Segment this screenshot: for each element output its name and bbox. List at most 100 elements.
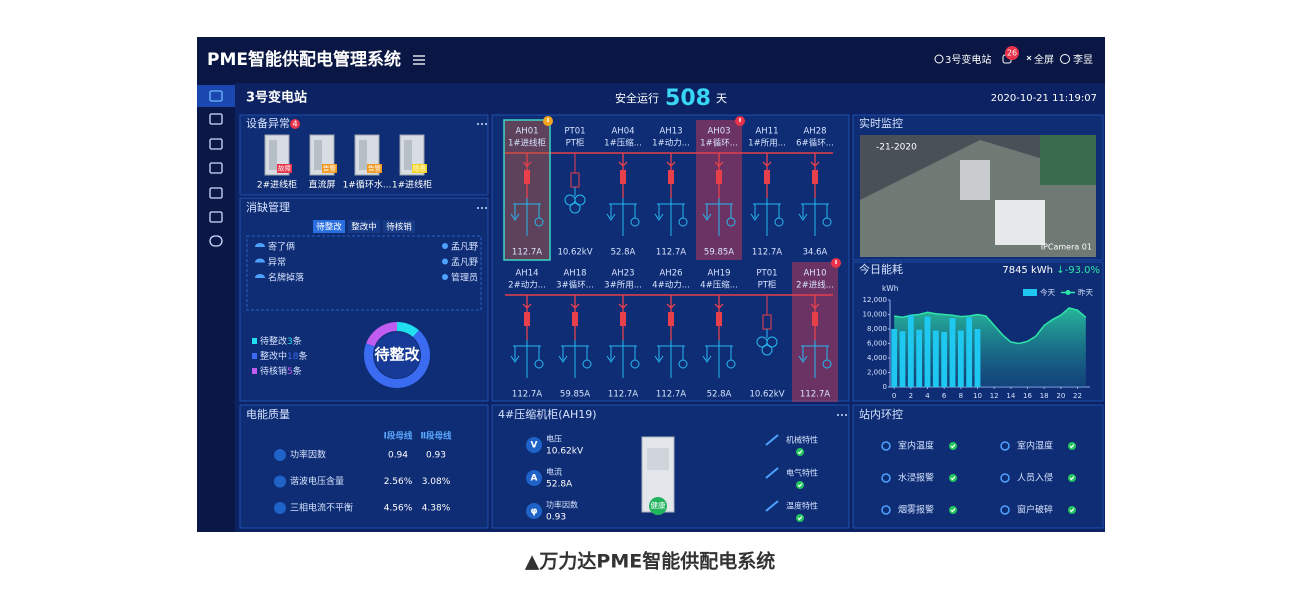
tab[interactable]: 待核销 bbox=[386, 222, 412, 233]
x-tick-label: 14 bbox=[1006, 392, 1015, 400]
env-label: 烟雾报警 bbox=[898, 504, 934, 516]
breaker bbox=[716, 312, 722, 326]
defect-person: 孟凡野 bbox=[451, 242, 478, 253]
cell: 4.56% bbox=[384, 504, 413, 514]
env-icon bbox=[1000, 505, 1010, 515]
count-badge bbox=[290, 119, 300, 129]
env-icon bbox=[881, 505, 891, 515]
more-dot[interactable] bbox=[837, 414, 839, 416]
fullscreen-button[interactable]: 全屏 bbox=[1034, 53, 1054, 66]
env-label: 水浸报警 bbox=[898, 472, 934, 484]
more-dot[interactable] bbox=[481, 207, 483, 209]
cell: 2.56% bbox=[384, 477, 413, 487]
nav-icon[interactable] bbox=[209, 162, 223, 174]
cabinet-name: 1#所用... bbox=[748, 138, 786, 149]
fullscreen-icon bbox=[1026, 55, 1032, 61]
reading-icon bbox=[526, 503, 542, 519]
ok-check bbox=[1069, 476, 1075, 481]
nav-icon[interactable] bbox=[209, 187, 223, 199]
more-dot[interactable] bbox=[485, 207, 487, 209]
bar bbox=[949, 318, 956, 387]
tab-bg[interactable] bbox=[313, 220, 345, 233]
cell: 3.08% bbox=[422, 477, 451, 487]
nav-icon[interactable] bbox=[209, 235, 223, 247]
reading-symbol: φ bbox=[530, 507, 537, 517]
more-dot[interactable] bbox=[477, 207, 479, 209]
reading-symbol: V bbox=[531, 441, 538, 451]
switchgear bbox=[798, 198, 829, 236]
nav-icon[interactable] bbox=[209, 113, 223, 125]
legend-count: 3 bbox=[287, 337, 293, 347]
panel-title: 站内环控 bbox=[859, 407, 903, 421]
nav-icon[interactable] bbox=[209, 138, 223, 150]
row-label: 功率因数 bbox=[290, 449, 326, 461]
panel-title: 消缺管理 bbox=[246, 200, 290, 214]
days-unit: 天 bbox=[716, 92, 727, 105]
more-dot[interactable] bbox=[485, 123, 487, 125]
cabinet-name: 3#所用... bbox=[604, 280, 642, 291]
cabinet-name: 1#压缩... bbox=[604, 138, 642, 149]
cabinet-name: 6#循环... bbox=[796, 138, 834, 149]
reading: 112.7A bbox=[512, 248, 542, 258]
row-icon bbox=[274, 449, 286, 461]
defect-person: 孟凡野 bbox=[451, 257, 478, 268]
umbrella-icon bbox=[255, 258, 265, 263]
reading-icon bbox=[526, 470, 542, 486]
env-icon bbox=[1000, 473, 1010, 483]
user-name[interactable]: 李昱 bbox=[1073, 53, 1093, 66]
bar bbox=[907, 315, 914, 387]
tab[interactable]: 待整改 bbox=[316, 222, 342, 233]
bar bbox=[924, 316, 931, 387]
legend-swatch bbox=[252, 368, 257, 374]
reading: 112.7A bbox=[656, 390, 686, 400]
nav-icon[interactable] bbox=[209, 90, 223, 102]
breaker bbox=[764, 170, 770, 184]
cabinet-id: AH11 bbox=[755, 127, 778, 137]
ct bbox=[630, 217, 640, 227]
switchgear bbox=[702, 340, 733, 378]
cabinet-name: 2#动力... bbox=[508, 280, 546, 291]
row-label: 三相电流不平衡 bbox=[290, 502, 353, 514]
scene-object bbox=[1040, 135, 1096, 185]
bar bbox=[891, 329, 898, 387]
panel-title: 电能质量 bbox=[246, 407, 290, 421]
legend-label: 今天 bbox=[1040, 287, 1056, 297]
more-dot[interactable] bbox=[481, 123, 483, 125]
cabinet-id: AH14 bbox=[515, 269, 538, 279]
tab-bg[interactable] bbox=[383, 220, 415, 233]
breaker bbox=[620, 312, 626, 326]
reading-symbol: A bbox=[531, 474, 538, 484]
x-tick-label: 16 bbox=[1023, 392, 1032, 400]
bar bbox=[932, 330, 939, 387]
panel bbox=[852, 404, 1104, 529]
cabinet-id: AH03 bbox=[707, 127, 730, 137]
more-dot[interactable] bbox=[845, 414, 847, 416]
cabinet-id: AH13 bbox=[659, 127, 682, 137]
tab-bg[interactable] bbox=[348, 220, 380, 233]
legend-entry: 待核销5条 bbox=[260, 365, 302, 377]
row-icon bbox=[274, 502, 286, 514]
ct bbox=[534, 359, 544, 369]
more-dot[interactable] bbox=[841, 414, 843, 416]
device-name: 1#循环水... bbox=[343, 179, 392, 191]
caption: ▲万力达PME智能供配电系统 bbox=[525, 550, 775, 573]
device-name: 1#进线柜 bbox=[392, 179, 432, 191]
ok-check bbox=[950, 444, 956, 449]
tab[interactable]: 整改中 bbox=[351, 222, 377, 233]
x-tick-label: 22 bbox=[1073, 392, 1082, 400]
y-axis-label: kWh bbox=[882, 284, 899, 293]
bar bbox=[974, 329, 981, 387]
reading: 10.62kV bbox=[749, 390, 784, 400]
panel-title: 设备异常 bbox=[246, 116, 290, 130]
cell: 0.93 bbox=[426, 451, 446, 461]
station-select[interactable]: 3号变电站 bbox=[945, 53, 991, 66]
breaker bbox=[620, 170, 626, 184]
more-dot[interactable] bbox=[477, 123, 479, 125]
check-label: 机械特性 bbox=[786, 435, 818, 445]
cabinet-name: PT柜 bbox=[566, 138, 585, 149]
sidebar bbox=[197, 83, 235, 532]
legend-entry: 整改中18条 bbox=[260, 350, 307, 362]
person-icon bbox=[442, 274, 448, 280]
nav-icon[interactable] bbox=[209, 211, 223, 223]
